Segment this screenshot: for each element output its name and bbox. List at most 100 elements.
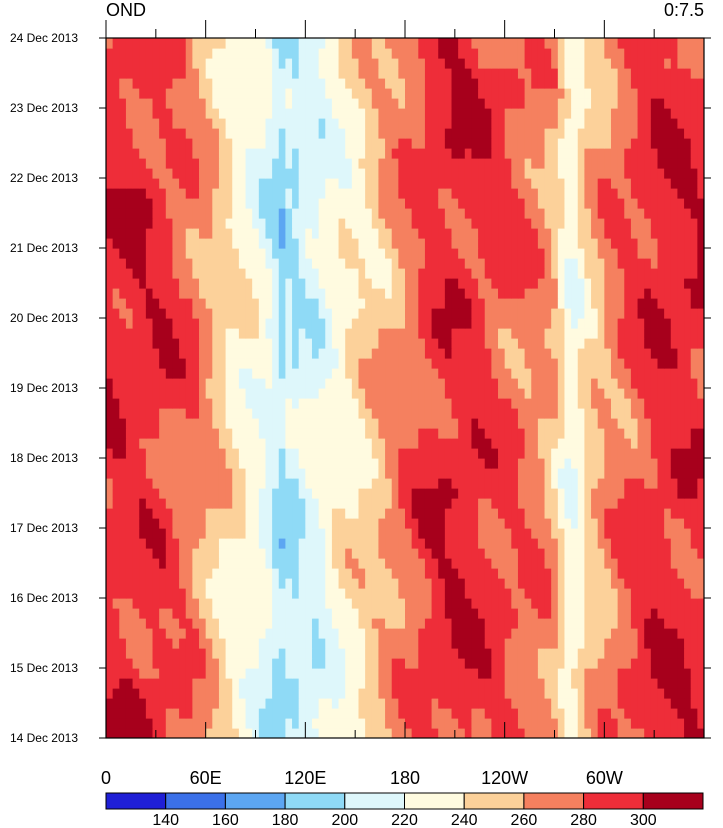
field-cell xyxy=(358,448,366,459)
field-cell xyxy=(650,308,659,319)
field-cell xyxy=(484,198,492,209)
field-cell xyxy=(358,668,366,679)
field-cell xyxy=(444,558,453,569)
field-cell xyxy=(232,348,240,359)
field-cell xyxy=(238,228,247,239)
field-cell xyxy=(630,318,639,329)
field-cell xyxy=(119,678,127,689)
field-cell xyxy=(325,388,333,399)
field-cell xyxy=(179,378,187,389)
field-cell xyxy=(351,258,360,269)
field-cell xyxy=(697,728,704,738)
field-cell xyxy=(471,488,479,499)
field-cell xyxy=(112,188,120,199)
field-cell xyxy=(491,698,499,709)
field-cell xyxy=(179,708,187,719)
field-cell xyxy=(517,558,526,569)
field-cell xyxy=(524,228,532,239)
field-cell xyxy=(571,528,579,539)
field-cell xyxy=(464,218,473,229)
field-cell xyxy=(152,308,160,319)
field-cell xyxy=(218,628,227,639)
field-cell xyxy=(145,508,154,519)
field-cell xyxy=(165,418,174,429)
field-cell xyxy=(218,618,227,629)
field-cell xyxy=(697,298,704,309)
field-cell xyxy=(172,498,180,509)
field-cell xyxy=(318,268,326,279)
field-cell xyxy=(630,508,639,519)
field-cell xyxy=(557,248,566,259)
field-cell xyxy=(278,408,286,419)
field-cell xyxy=(185,668,193,679)
field-cell xyxy=(305,528,313,539)
field-cell xyxy=(212,598,220,609)
field-cell xyxy=(172,638,180,649)
field-cell xyxy=(252,228,260,239)
field-cell xyxy=(331,608,340,619)
field-cell xyxy=(644,468,652,479)
field-cell xyxy=(391,458,399,469)
field-cell xyxy=(365,458,373,469)
field-cell xyxy=(119,328,127,339)
field-cell xyxy=(610,358,619,369)
field-cell xyxy=(199,378,207,389)
field-cell xyxy=(544,198,552,209)
field-cell xyxy=(405,328,413,339)
field-cell xyxy=(385,198,393,209)
field-cell xyxy=(318,368,326,379)
field-cell xyxy=(677,638,685,649)
field-cell xyxy=(471,478,479,489)
field-cell xyxy=(185,358,193,369)
field-cell xyxy=(690,288,698,299)
field-cell xyxy=(617,418,625,429)
field-cell xyxy=(604,438,612,449)
field-cell xyxy=(238,308,247,319)
field-cell xyxy=(478,688,486,699)
field-cell xyxy=(185,188,193,199)
field-cell xyxy=(391,428,399,439)
field-cell xyxy=(604,368,612,379)
field-cell xyxy=(245,208,253,219)
field-cell xyxy=(338,708,346,719)
field-cell xyxy=(245,698,253,709)
field-cell xyxy=(351,188,360,199)
field-cell xyxy=(451,218,459,229)
field-cell xyxy=(451,268,459,279)
field-cell xyxy=(604,668,612,679)
field-cell xyxy=(225,698,233,709)
field-cell xyxy=(657,688,665,699)
field-cell xyxy=(185,618,193,629)
field-cell xyxy=(358,368,366,379)
field-cell xyxy=(358,228,366,239)
field-cell xyxy=(192,418,200,429)
field-cell xyxy=(285,198,293,209)
field-cell xyxy=(537,508,546,519)
field-cell xyxy=(165,368,174,379)
field-cell xyxy=(258,448,267,459)
field-cell xyxy=(471,388,479,399)
field-cell xyxy=(132,678,140,689)
field-cell xyxy=(305,238,313,249)
field-cell xyxy=(358,178,366,189)
field-cell xyxy=(657,218,665,229)
field-cell xyxy=(411,218,419,229)
field-cell xyxy=(424,628,433,639)
field-cell xyxy=(617,398,625,409)
field-cell xyxy=(597,578,605,589)
field-cell xyxy=(325,588,333,599)
field-cell xyxy=(444,198,453,209)
field-cell xyxy=(684,558,692,569)
field-cell xyxy=(524,448,532,459)
field-cell xyxy=(531,278,539,289)
field-cell xyxy=(664,668,672,679)
field-cell xyxy=(205,578,213,589)
field-cell xyxy=(610,348,619,359)
field-cell xyxy=(265,408,273,419)
field-cell xyxy=(504,428,512,439)
field-cell xyxy=(125,488,134,499)
field-cell xyxy=(537,658,546,669)
field-cell xyxy=(298,618,306,629)
field-cell xyxy=(106,418,114,429)
field-cell xyxy=(677,258,685,269)
